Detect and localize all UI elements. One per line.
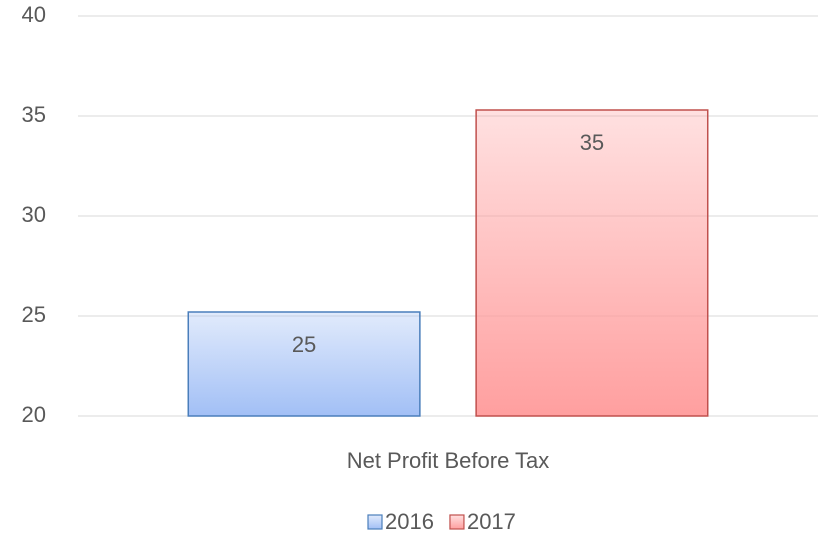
x-tick-label: Net Profit Before Tax [347, 448, 550, 473]
legend-label: 2017 [467, 509, 516, 534]
y-tick-label: 30 [22, 202, 46, 227]
bar [187, 311, 421, 417]
legend-swatch [367, 514, 383, 530]
data-label: 35 [580, 130, 604, 155]
legend-swatch [449, 514, 465, 530]
legend-label: 2016 [385, 509, 434, 534]
data-label: 25 [292, 332, 316, 357]
y-tick-label: 40 [22, 2, 46, 27]
y-tick-label: 25 [22, 302, 46, 327]
y-tick-label: 35 [22, 102, 46, 127]
bar [475, 109, 709, 417]
y-tick-label: 20 [22, 402, 46, 427]
